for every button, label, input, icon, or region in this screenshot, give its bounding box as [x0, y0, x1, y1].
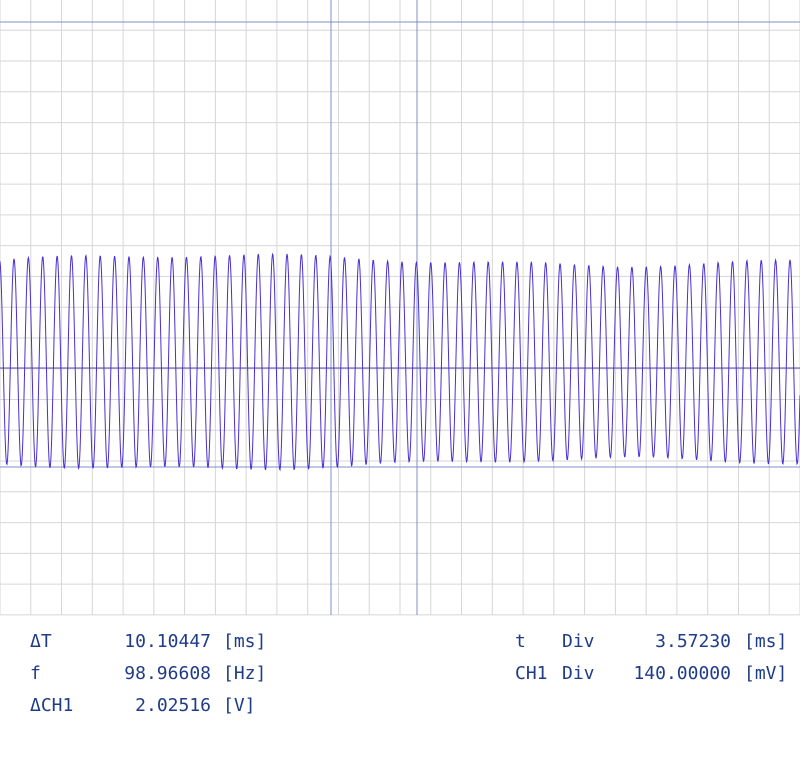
- cursors: [0, 0, 800, 615]
- setting-unit: [mV]: [744, 663, 787, 684]
- readout-label: ΔT: [30, 631, 52, 652]
- readout-unit: [ms]: [223, 631, 266, 652]
- setting-label: Div: [562, 663, 595, 684]
- setting-channel: t: [515, 631, 526, 652]
- readout-value: 2.02516: [135, 695, 211, 716]
- readouts: ΔT 10.10447 [ms] f 98.96608 [Hz] ΔCH1 2.…: [30, 631, 266, 716]
- settings: t Div 3.57230 [ms] CH1 Div 140.00000 [mV…: [515, 631, 787, 684]
- setting-channel: CH1: [515, 663, 548, 684]
- waveform: [0, 252, 800, 472]
- readout-value: 98.96608: [124, 663, 211, 684]
- setting-value: 140.00000: [633, 663, 731, 684]
- readout-unit: [V]: [223, 695, 256, 716]
- readout-unit: [Hz]: [223, 663, 266, 684]
- readout-label: f: [30, 663, 41, 684]
- setting-value: 3.57230: [655, 631, 731, 652]
- readout-value: 10.10447: [124, 631, 211, 652]
- readout-label: ΔCH1: [30, 695, 73, 716]
- setting-label: Div: [562, 631, 595, 652]
- setting-unit: [ms]: [744, 631, 787, 652]
